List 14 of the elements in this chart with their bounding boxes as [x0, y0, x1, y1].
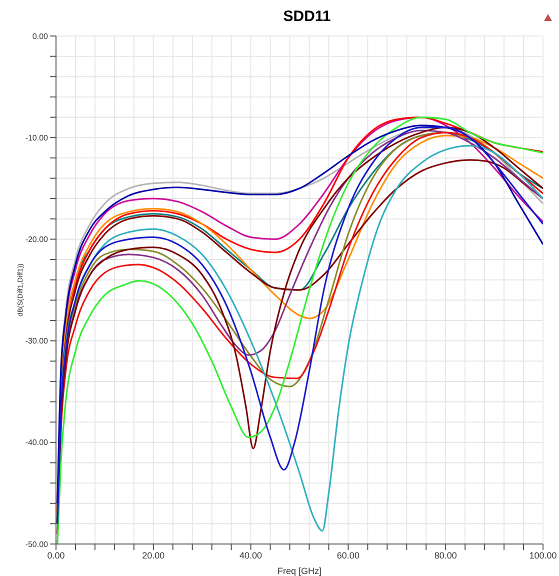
- y-tick-label: -20.00: [25, 235, 49, 244]
- y-tick-label: -10.00: [25, 133, 49, 142]
- x-tick-label: 0.00: [47, 550, 65, 560]
- x-tick-label: 20.00: [142, 550, 165, 560]
- x-tick-label: 60.00: [336, 550, 360, 560]
- x-tick-label: 40.00: [240, 550, 262, 560]
- y-tick-label: -30.00: [25, 336, 49, 346]
- y-tick-label: -40.00: [25, 438, 49, 448]
- chart-title: SDD11: [282, 8, 332, 25]
- y-tick-label: -50.00: [25, 540, 49, 549]
- x-tick-label: 100.00: [529, 550, 557, 560]
- x-tick-label: 80.00: [434, 550, 457, 560]
- x-axis-title: Freq [GHz]: [277, 566, 322, 576]
- y-tick-label: 0.00: [32, 32, 49, 41]
